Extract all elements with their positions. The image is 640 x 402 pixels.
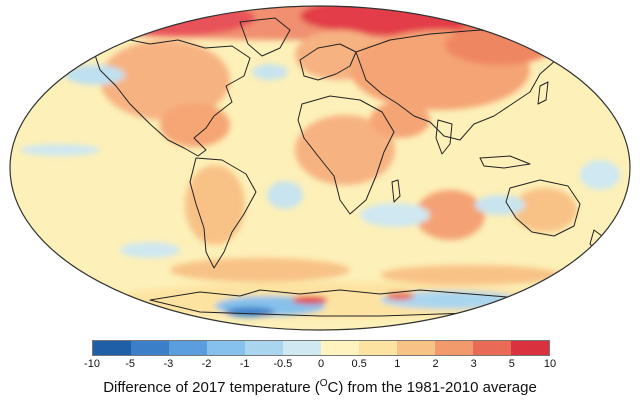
legend-swatches xyxy=(92,340,550,356)
map-caption: Difference of 2017 temperature (OC) from… xyxy=(0,378,640,396)
caption-text-before: Difference of 2017 temperature ( xyxy=(103,379,320,396)
coastlines xyxy=(91,17,603,317)
caption-text-after: C) from the 1981-2010 average xyxy=(327,379,537,396)
legend-swatch xyxy=(207,341,245,355)
legend-swatch xyxy=(435,341,473,355)
legend-tick-label: 10 xyxy=(543,358,557,370)
legend-tick-label: 2 xyxy=(432,358,439,370)
legend-swatch xyxy=(473,341,511,355)
legend-swatch xyxy=(131,341,169,355)
legend-tick-label: -0.5 xyxy=(273,358,293,370)
legend-tick-label: 1 xyxy=(394,358,401,370)
legend-swatch xyxy=(93,341,131,355)
legend-swatch xyxy=(321,341,359,355)
legend-tick-label: 0.5 xyxy=(351,358,367,370)
caption-degree-superscript: O xyxy=(319,378,328,389)
legend-tick-label: -5 xyxy=(125,358,136,370)
legend-tick-label: -1 xyxy=(239,358,250,370)
legend-swatch xyxy=(511,341,549,355)
legend-tick-label: 3 xyxy=(470,358,477,370)
legend-tick-label: -2 xyxy=(201,358,212,370)
legend-tick-label: 5 xyxy=(508,358,515,370)
legend-swatch xyxy=(169,341,207,355)
color-scale-legend: -10 -5 -3 -2 -1 -0.5 0 0.5 1 2 3 5 10 xyxy=(84,340,556,374)
legend-tick-label: 0 xyxy=(317,358,325,370)
legend-swatch xyxy=(359,341,397,355)
legend-tick-label: -10 xyxy=(84,358,100,370)
legend-swatch xyxy=(245,341,283,355)
legend-tick-label: -3 xyxy=(163,358,174,370)
legend-tick-labels: -10 -5 -3 -2 -1 -0.5 0 0.5 1 2 3 5 10 xyxy=(84,356,556,372)
legend-swatch xyxy=(397,341,435,355)
legend-swatch xyxy=(283,341,321,355)
world-temperature-anomaly-map xyxy=(9,5,631,331)
globe-outline xyxy=(9,5,631,331)
